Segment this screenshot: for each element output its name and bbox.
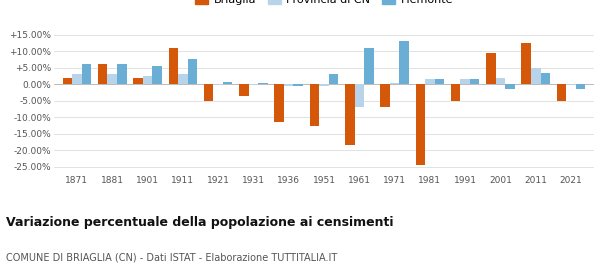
Bar — [329, 74, 338, 84]
Bar — [178, 74, 188, 84]
Bar — [566, 84, 576, 85]
Legend: Briaglia, Provincia di CN, Piemonte: Briaglia, Provincia di CN, Piemonte — [191, 0, 457, 10]
Bar — [248, 84, 258, 85]
Bar — [434, 79, 444, 84]
Bar — [345, 84, 355, 146]
Bar — [152, 66, 162, 84]
Bar — [416, 84, 425, 165]
Bar — [541, 73, 550, 84]
Bar — [470, 79, 479, 84]
Bar — [62, 78, 72, 84]
Bar — [576, 84, 586, 89]
Bar — [496, 78, 505, 84]
Bar — [214, 84, 223, 85]
Bar — [460, 79, 470, 84]
Bar — [223, 81, 232, 84]
Bar — [107, 74, 117, 84]
Bar — [310, 84, 319, 126]
Bar — [505, 84, 515, 89]
Bar — [82, 64, 91, 84]
Bar — [169, 48, 178, 84]
Bar — [98, 64, 107, 84]
Bar — [143, 76, 152, 84]
Bar — [390, 83, 400, 84]
Bar — [274, 84, 284, 122]
Bar — [133, 78, 143, 84]
Bar — [72, 74, 82, 84]
Bar — [284, 84, 293, 86]
Text: Variazione percentuale della popolazione ai censimenti: Variazione percentuale della popolazione… — [6, 216, 394, 228]
Bar — [400, 41, 409, 84]
Bar — [380, 84, 390, 108]
Bar — [531, 68, 541, 84]
Bar — [364, 48, 374, 84]
Bar — [425, 79, 434, 84]
Bar — [557, 84, 566, 101]
Text: COMUNE DI BRIAGLIA (CN) - Dati ISTAT - Elaborazione TUTTITALIA.IT: COMUNE DI BRIAGLIA (CN) - Dati ISTAT - E… — [6, 252, 337, 262]
Bar — [451, 84, 460, 101]
Bar — [355, 84, 364, 108]
Bar — [293, 84, 303, 86]
Bar — [239, 84, 248, 96]
Bar — [258, 83, 268, 84]
Bar — [117, 64, 127, 84]
Bar — [319, 84, 329, 86]
Bar — [486, 53, 496, 84]
Bar — [521, 43, 531, 84]
Bar — [204, 84, 214, 101]
Bar — [188, 59, 197, 84]
